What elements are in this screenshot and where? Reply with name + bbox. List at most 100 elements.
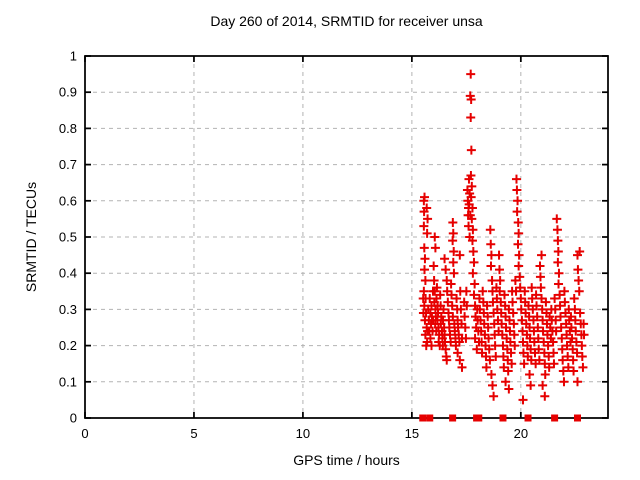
- data-point: [538, 380, 548, 390]
- data-point: [452, 294, 462, 304]
- data-point: [571, 326, 581, 336]
- data-point: [549, 359, 559, 369]
- zero-marker: [499, 414, 507, 422]
- data-point: [494, 265, 504, 275]
- data-point: [515, 272, 525, 282]
- data-point: [435, 290, 445, 300]
- data-point: [579, 330, 589, 340]
- chart-title: Day 260 of 2014, SRMTID for receiver uns…: [210, 13, 483, 29]
- data-point: [509, 319, 519, 329]
- data-point: [527, 283, 537, 293]
- data-point: [520, 286, 530, 296]
- data-point: [468, 225, 478, 235]
- data-point: [508, 297, 518, 307]
- data-point: [489, 391, 499, 401]
- data-point: [570, 315, 580, 325]
- data-point: [460, 323, 470, 332]
- data-point: [469, 290, 479, 300]
- data-point: [511, 174, 521, 184]
- data-point: [579, 319, 589, 329]
- data-point: [503, 366, 513, 376]
- y-tick-label: 0.2: [59, 338, 77, 353]
- data-point: [466, 69, 476, 79]
- zero-marker: [475, 414, 483, 422]
- data-point: [555, 301, 565, 311]
- data-point: [455, 250, 465, 260]
- data-point: [430, 243, 440, 253]
- data-point: [446, 337, 456, 347]
- data-point: [559, 286, 569, 296]
- data-point: [442, 355, 452, 365]
- data-point: [425, 333, 435, 343]
- data-point: [568, 355, 578, 365]
- data-point: [470, 279, 480, 289]
- data-point: [429, 275, 439, 285]
- data-point: [518, 395, 528, 405]
- data-point: [534, 355, 544, 365]
- data-point: [457, 362, 467, 372]
- data-point: [577, 341, 587, 351]
- plot-border: [84, 55, 609, 419]
- data-point: [531, 290, 541, 300]
- data-point: [467, 203, 477, 213]
- data-point: [549, 348, 559, 358]
- data-point: [491, 351, 501, 361]
- data-point: [553, 236, 563, 246]
- data-point: [448, 257, 458, 267]
- data-point: [466, 192, 476, 202]
- data-point: [532, 301, 542, 311]
- data-point: [544, 351, 554, 361]
- data-point: [563, 362, 573, 372]
- data-point: [525, 370, 535, 380]
- data-point: [495, 275, 505, 285]
- data-point: [469, 257, 479, 267]
- data-point: [553, 246, 563, 256]
- zero-marker: [449, 414, 457, 422]
- zero-marker: [419, 414, 427, 422]
- data-point: [544, 362, 554, 372]
- data-point: [559, 377, 569, 387]
- data-point: [467, 181, 477, 191]
- data-point: [537, 250, 547, 260]
- data-point: [478, 286, 488, 296]
- x-tick-label: 0: [81, 426, 88, 441]
- y-tick-label: 0.8: [59, 121, 77, 136]
- data-point: [419, 286, 429, 296]
- y-tick-label: 0.1: [59, 374, 77, 389]
- data-point: [430, 232, 440, 242]
- x-tick-label: 10: [296, 426, 310, 441]
- data-point: [558, 366, 568, 376]
- data-point: [513, 196, 523, 206]
- data-point: [572, 377, 582, 387]
- data-point: [536, 283, 546, 293]
- data-point: [481, 362, 491, 372]
- data-point: [426, 341, 436, 351]
- data-point: [466, 170, 476, 180]
- data-point: [509, 330, 519, 340]
- data-point: [485, 225, 495, 235]
- data-point: [420, 275, 430, 285]
- data-point: [456, 304, 466, 314]
- data-point: [466, 94, 476, 104]
- data-point: [504, 384, 514, 394]
- data-point: [449, 246, 459, 256]
- data-point: [553, 257, 563, 267]
- y-tick-label: 0.4: [59, 266, 77, 281]
- data-point: [485, 355, 495, 365]
- data-point: [569, 366, 579, 376]
- data-point: [563, 351, 573, 361]
- data-point: [541, 297, 551, 307]
- data-point: [419, 221, 429, 231]
- data-point: [551, 326, 561, 336]
- data-point: [440, 254, 450, 264]
- y-tick-label: 0.5: [59, 230, 77, 245]
- data-point: [484, 344, 494, 354]
- y-tick-label: 0.6: [59, 193, 77, 208]
- data-point: [483, 323, 493, 332]
- data-point: [447, 290, 457, 300]
- x-tick-label: 20: [514, 426, 528, 441]
- zero-marker: [524, 414, 532, 422]
- data-point: [573, 265, 583, 275]
- data-point: [448, 312, 458, 322]
- data-point: [557, 333, 567, 343]
